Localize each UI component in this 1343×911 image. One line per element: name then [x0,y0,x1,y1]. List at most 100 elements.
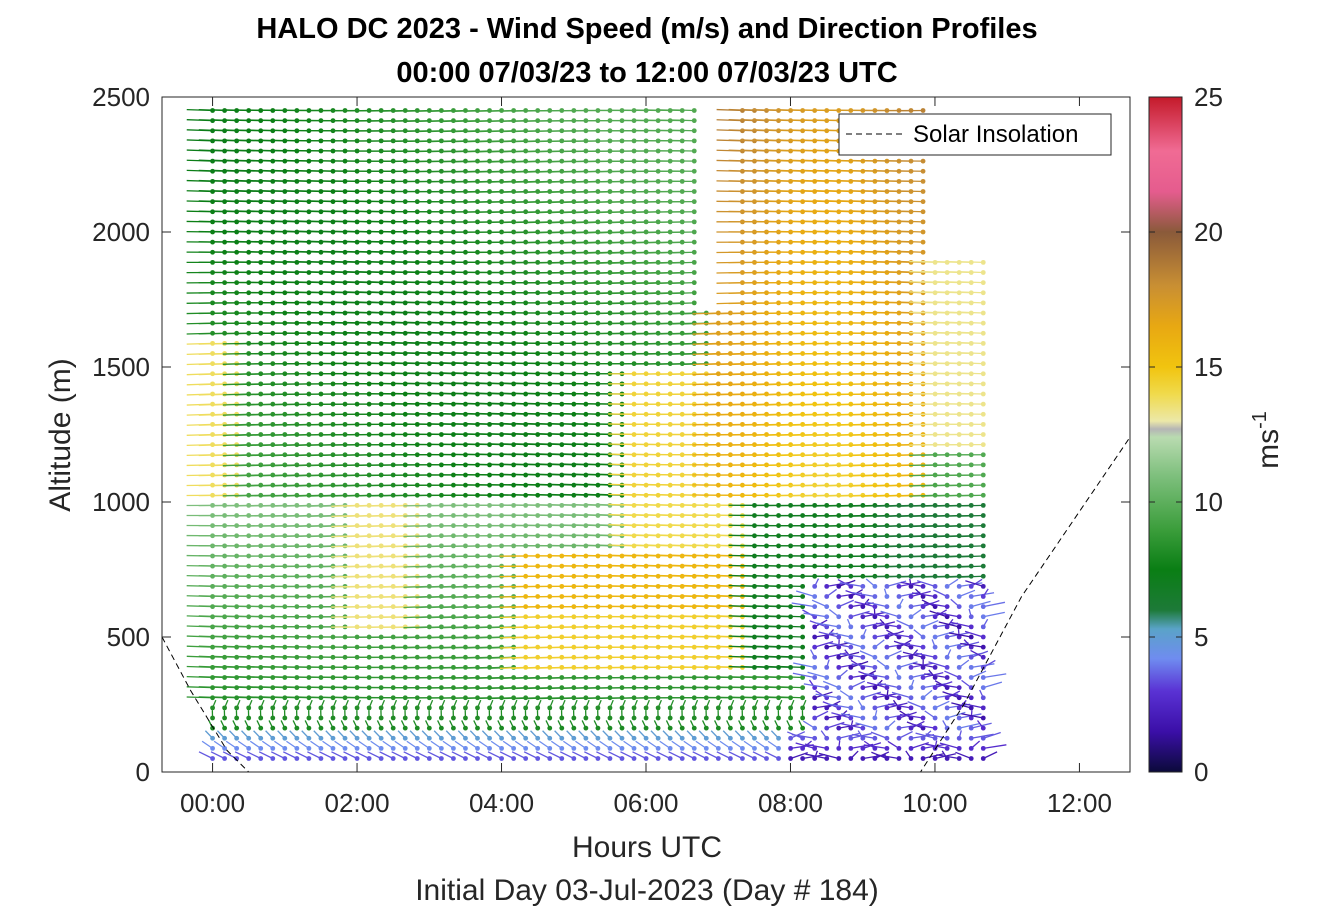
wind-barb-dot [487,705,492,711]
wind-barb-dot [547,745,553,751]
wind-barb-dot [294,715,300,721]
wind-barb-dot [222,735,228,741]
wind-barb-dot [378,705,384,711]
wind-barb-dot [342,745,348,751]
wind-barb-staff [198,751,213,760]
wind-barb-dot [270,756,276,761]
wind-barb-dot [330,735,336,741]
wind-barb-dot [667,735,673,741]
wind-barb-dot [426,725,432,731]
wind-barb-dot [655,735,661,741]
wind-barb-dot [282,705,288,711]
wind-barb-dot [667,756,673,761]
wind-barb-dot [294,745,300,751]
wind-barb-dot [595,756,601,761]
wind-barb-dot [366,715,372,721]
wind-barb-dot [487,756,492,761]
wind-barb-dot [511,745,517,751]
wind-barb-staff [295,751,310,760]
wind-barb-dot [559,735,565,741]
wind-barb-dot [390,745,396,751]
wind-barb-dot [523,705,529,711]
wind-barb-dot [595,735,601,741]
wind-barb-dot [210,705,215,711]
wind-barb-dot [631,745,637,751]
wind-barb-dot [643,705,649,711]
wind-barb-dot [234,756,240,761]
wind-barb-dot [366,745,372,751]
wind-barb-dot [342,735,348,741]
wind-barb-dot [463,725,468,731]
wind-barb-dot [414,745,420,751]
wind-barb-dot [655,745,661,751]
wind-barb-dot [571,756,577,761]
wind-barb-dot [451,756,456,761]
wind-barb-dot [330,725,336,731]
wind-barb-dot [246,756,252,761]
wind-barb-dot [607,705,613,711]
wind-barb-dot [246,705,252,711]
wind-barb-dot [234,725,240,731]
wind-barb-dot [438,725,444,731]
wind-barb-dot [246,725,252,731]
wind-barb-dot [222,705,228,711]
wind-barb-dot [354,756,360,761]
wind-barb-dot [667,725,673,731]
wind-barb-dot [426,756,432,761]
wind-barb-dot [595,715,601,721]
wind-barb-staff [246,751,262,760]
wind-barb-dot [378,715,384,721]
wind-barb-dot [390,735,396,741]
wind-barb-dot [282,725,288,731]
wind-barb-dot [426,735,432,741]
wind-barb-dot [366,725,372,731]
wind-barb-dot [282,715,288,721]
wind-barb-dot [523,756,529,761]
wind-barb-dot [499,725,504,731]
wind-barb-dot [463,705,468,711]
wind-barb-dot [487,735,492,741]
wind-barb-dot [583,735,589,741]
wind-barb-staff [270,751,286,760]
wind-barb-dot [378,725,384,731]
wind-barb-dot [270,715,276,721]
wind-barb-staff [319,751,334,760]
wind-barb-dot [619,725,625,731]
wind-barb-dot [390,725,396,731]
wind-barb-dot [270,725,276,731]
wind-barb-dot [607,735,613,741]
wind-barb-dot [451,725,456,731]
wind-barb-dot [667,715,673,721]
wind-barb-dot [571,725,577,731]
wind-barb-dot [402,715,408,721]
wind-barb-dot [655,715,661,721]
wind-barb-dot [595,725,601,731]
wind-barb-dot [330,705,336,711]
wind-barb-dot [414,715,420,721]
wind-barb-dot [354,745,360,751]
wind-barb-dot [390,756,396,761]
chart-title: HALO DC 2023 - Wind Speed (m/s) and Dire… [256,13,1037,45]
wind-barb-dot [523,725,529,731]
wind-barb-dot [643,715,649,721]
wind-barb-dot [499,715,504,721]
wind-barb-dot [318,715,324,721]
wind-barb-dot [438,715,444,721]
wind-barb-staff [258,751,274,760]
wind-barb-dot [342,715,348,721]
wind-barb-staff [331,751,346,760]
wind-barb-dot [318,756,324,761]
wind-barb-dot [475,745,480,751]
wind-barb-dot [414,756,420,761]
wind-barb-dot [475,725,480,731]
wind-barb-dot [294,725,300,731]
wind-barb-dot [583,756,589,761]
wind-barb-dot [342,725,348,731]
wind-barb-dot [390,715,396,721]
wind-barb-dot [210,745,215,751]
wind-barb-dot [426,745,432,751]
wind-barb-dot [342,705,348,711]
wind-barb-dot [258,725,264,731]
wind-barb-dot [282,735,288,741]
wind-barb-dot [463,715,468,721]
